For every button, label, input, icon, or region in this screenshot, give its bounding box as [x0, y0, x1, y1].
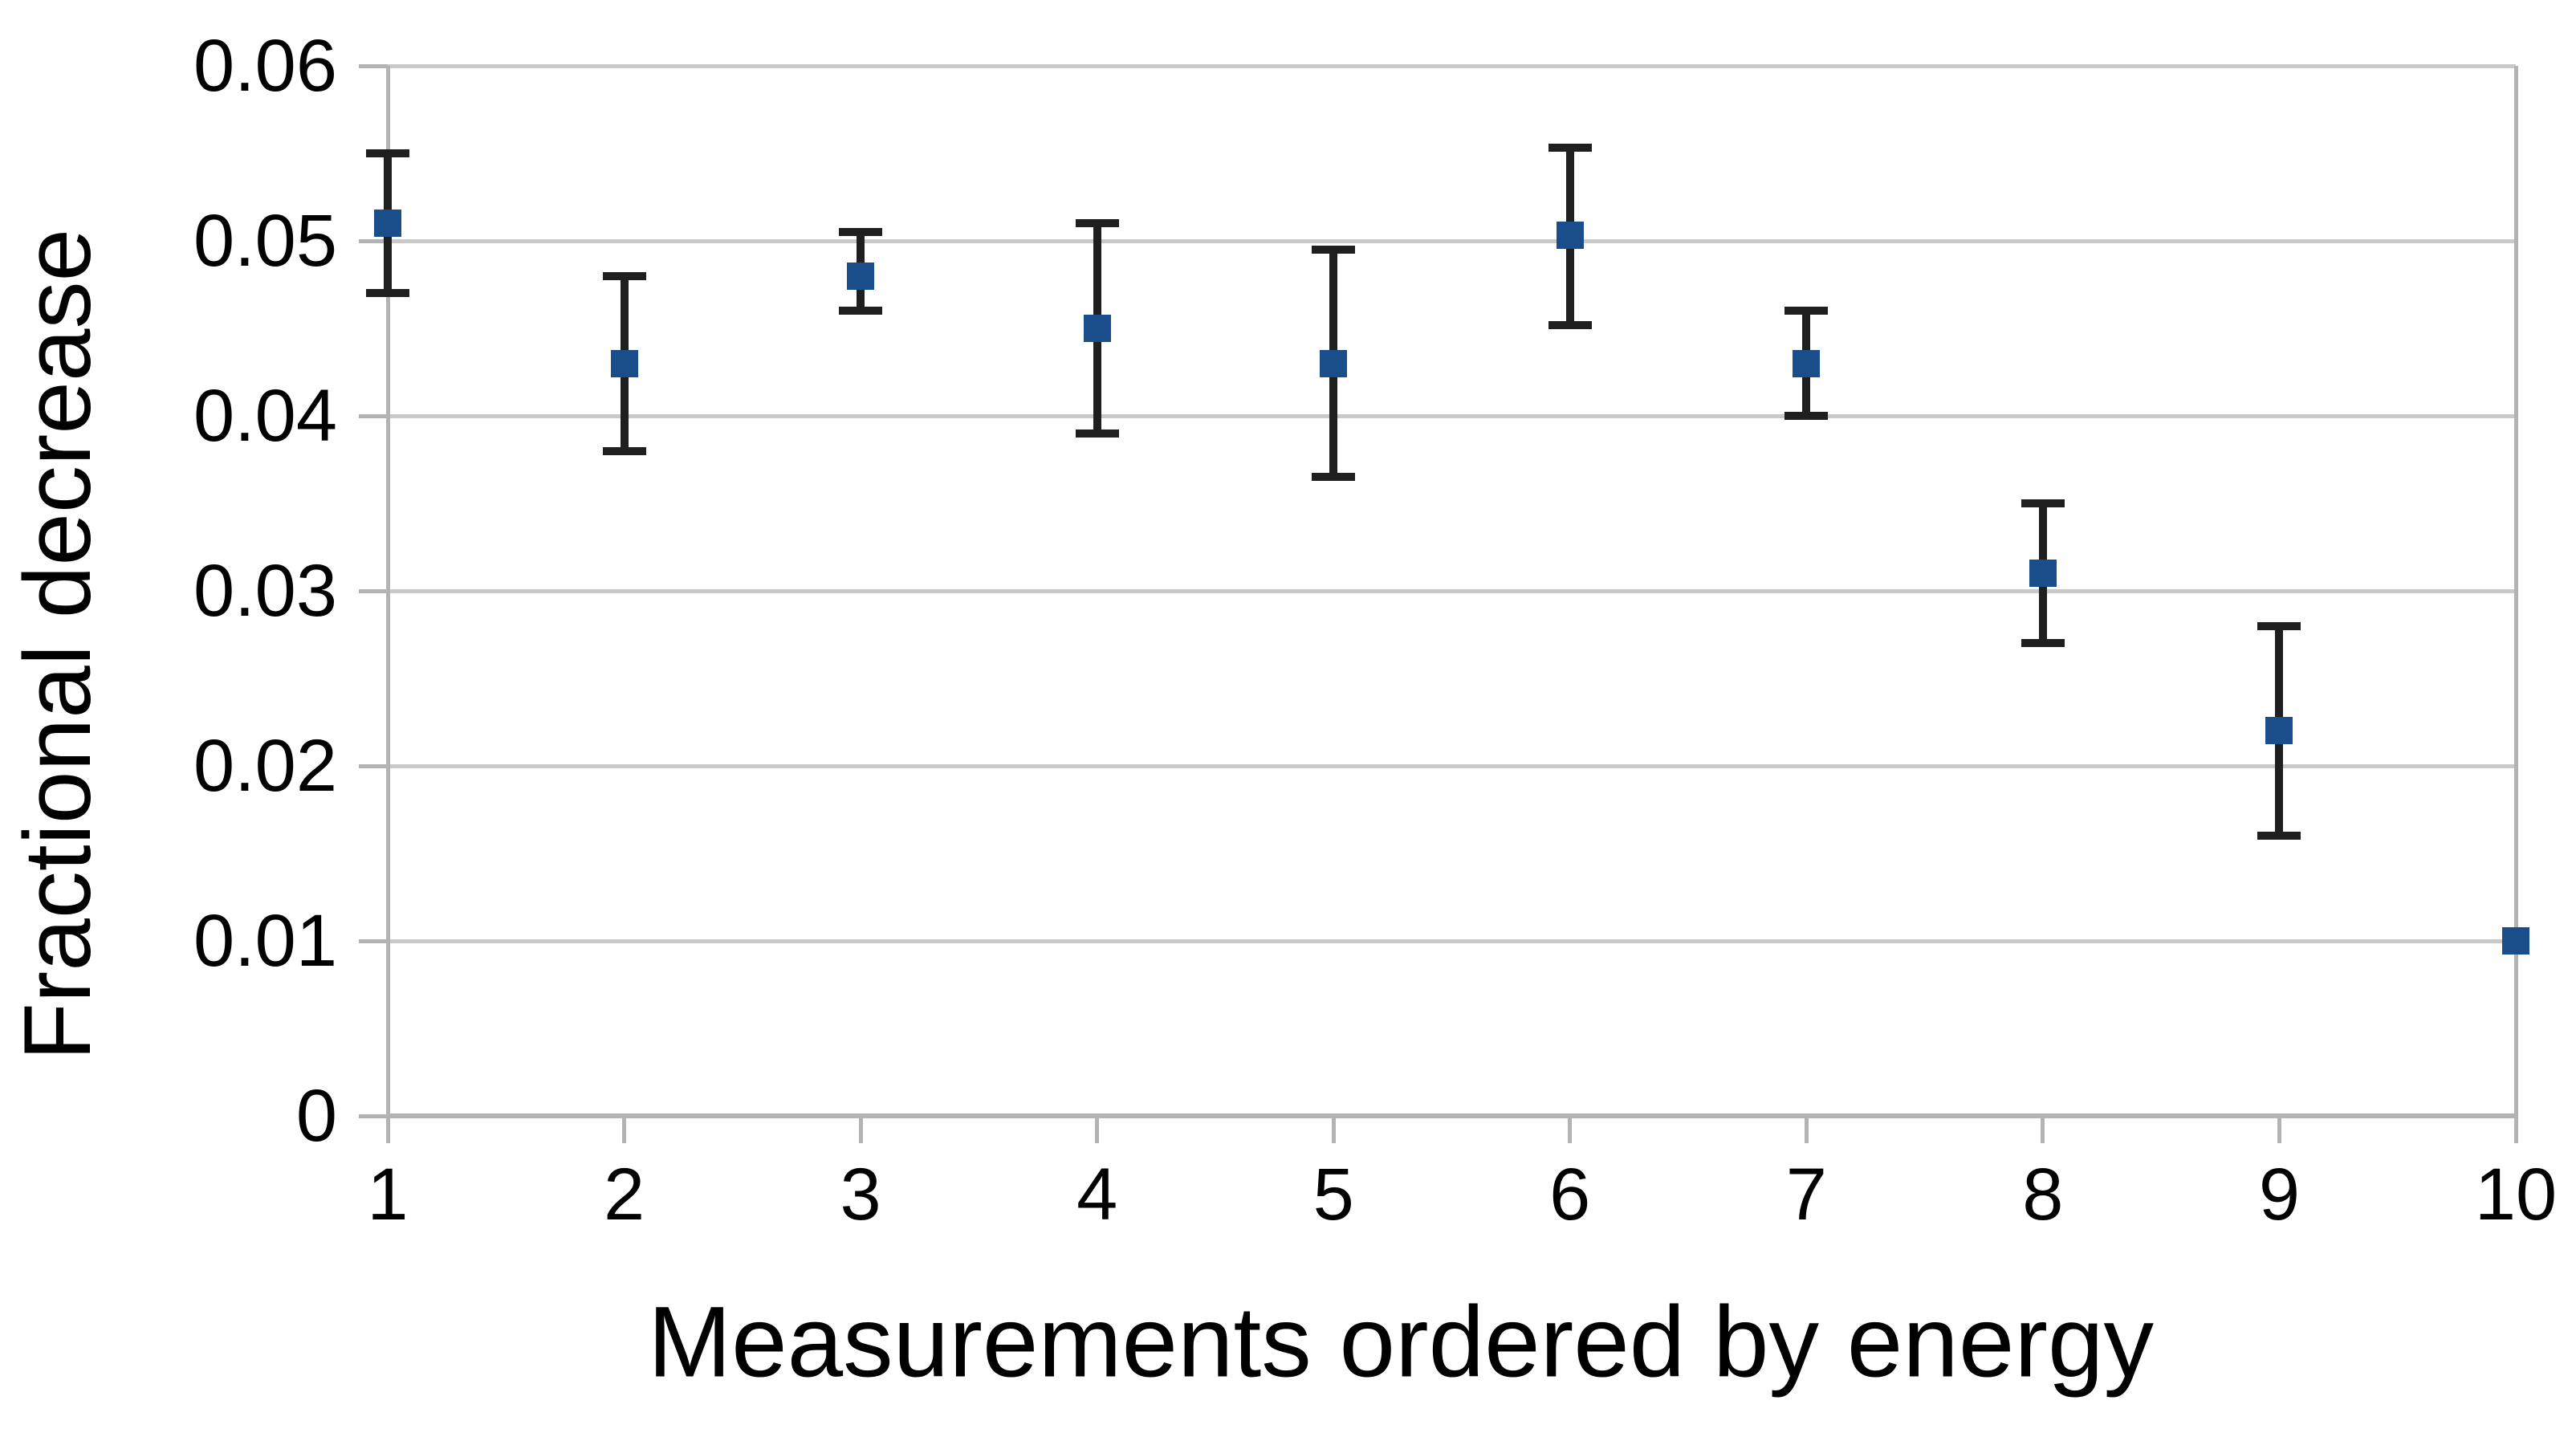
x-tick-label-2: 2: [603, 1154, 645, 1235]
x-tick-label-6: 6: [1549, 1154, 1591, 1235]
data-point-marker-1: [374, 210, 401, 238]
error-bar-cap-top-7: [1784, 307, 1829, 315]
data-point-marker-4: [1083, 315, 1111, 342]
x-tick-label-7: 7: [1785, 1154, 1827, 1235]
x-tick-7: [1804, 1116, 1809, 1143]
y-tick-0.04: [359, 413, 388, 418]
x-tick-10: [2513, 1116, 2518, 1143]
error-bar-cap-top-2: [602, 271, 646, 280]
y-tick-0.05: [359, 238, 388, 243]
x-tick-1: [385, 1116, 390, 1143]
x-tick-4: [1095, 1116, 1100, 1143]
x-tick-label-5: 5: [1312, 1154, 1354, 1235]
y-tick-0.01: [359, 938, 388, 943]
x-tick-label-10: 10: [2474, 1154, 2558, 1235]
error-bar-cap-bottom-6: [1548, 320, 1592, 329]
data-point-marker-5: [1320, 349, 1348, 377]
error-bar-cap-top-8: [2021, 499, 2065, 507]
y-tick-label-0.05: 0.05: [193, 200, 337, 282]
error-bar-cap-top-3: [839, 228, 883, 237]
error-bar-cap-bottom-4: [1075, 429, 1119, 438]
error-bar-cap-bottom-2: [602, 446, 646, 455]
y-tick-label-0: 0: [295, 1075, 337, 1157]
data-point-marker-9: [2265, 717, 2293, 745]
y-gridline-0.03: [388, 588, 2516, 593]
y-tick-label-0.03: 0.03: [193, 550, 337, 632]
x-tick-3: [858, 1116, 863, 1143]
error-bar-cap-top-5: [1312, 245, 1356, 254]
x-tick-label-1: 1: [367, 1154, 409, 1235]
data-point-marker-7: [1793, 349, 1821, 377]
x-tick-9: [2277, 1116, 2281, 1143]
error-bar-cap-top-6: [1548, 144, 1592, 153]
error-bar-cap-top-9: [2257, 621, 2301, 630]
x-tick-5: [1331, 1116, 1336, 1143]
error-bar-cap-top-1: [366, 149, 409, 157]
y-gridline-0.02: [388, 763, 2516, 768]
error-bar-cap-top-4: [1075, 219, 1119, 228]
y-tick-label-0.01: 0.01: [193, 900, 337, 982]
y-tick-0.03: [359, 588, 388, 593]
y-tick-0.06: [359, 63, 388, 68]
error-bar-cap-bottom-5: [1312, 473, 1356, 482]
x-axis-line: [388, 1113, 2518, 1118]
y-gridline-0.01: [388, 938, 2516, 943]
data-point-marker-8: [2029, 560, 2057, 588]
plot-right-border: [2513, 66, 2518, 1143]
y-gridline-0.05: [388, 238, 2516, 243]
x-tick-label-9: 9: [2258, 1154, 2301, 1235]
y-gridline-0.04: [388, 413, 2516, 418]
error-bar-cap-bottom-3: [839, 307, 883, 315]
data-point-marker-10: [2502, 927, 2529, 955]
error-bar-cap-bottom-9: [2257, 832, 2301, 841]
error-bar-cap-bottom-1: [366, 289, 409, 298]
data-point-marker-6: [1556, 222, 1584, 250]
data-point-marker-3: [847, 262, 875, 290]
error-bar-cap-bottom-8: [2021, 639, 2065, 648]
y-tick-label-0.06: 0.06: [193, 25, 337, 107]
y-axis-title: Fractional decrease: [5, 228, 111, 1061]
y-tick-label-0.02: 0.02: [193, 725, 337, 807]
x-tick-8: [2041, 1116, 2045, 1143]
y-tick-0.02: [359, 763, 388, 768]
data-point-marker-2: [610, 349, 638, 377]
y-tick-label-0.04: 0.04: [193, 375, 337, 457]
x-tick-2: [622, 1116, 627, 1143]
y-tick-0: [359, 1113, 388, 1118]
error-bar-cap-bottom-7: [1784, 412, 1829, 420]
x-tick-label-3: 3: [840, 1154, 881, 1235]
y-gridline-0.06: [388, 63, 2516, 68]
x-tick-label-4: 4: [1076, 1154, 1118, 1235]
y-axis-line: [385, 66, 390, 1143]
x-axis-title: Measurements ordered by energy: [648, 1286, 2154, 1398]
x-tick-label-8: 8: [2022, 1154, 2064, 1235]
x-tick-6: [1568, 1116, 1573, 1143]
